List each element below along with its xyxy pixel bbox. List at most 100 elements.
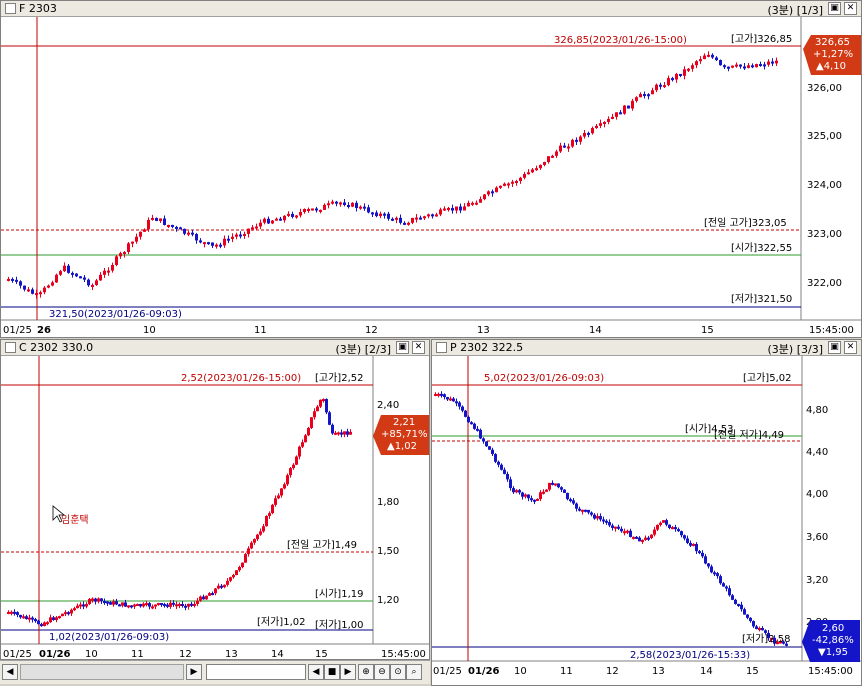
candle	[674, 527, 677, 530]
candle	[220, 585, 223, 588]
zoom-out-icon[interactable]: ⊖	[374, 664, 390, 680]
y-label: 4,40	[806, 447, 828, 458]
candle	[575, 139, 578, 142]
candle	[452, 398, 455, 402]
candle	[623, 105, 626, 114]
candle	[319, 209, 322, 212]
candle	[519, 177, 522, 182]
candle	[587, 509, 590, 513]
candle	[499, 185, 502, 188]
x-label: 13	[477, 325, 490, 336]
candle	[183, 228, 186, 234]
candle	[160, 603, 163, 606]
candle	[527, 494, 530, 499]
candle	[665, 520, 668, 525]
cursor-icon	[52, 505, 66, 523]
candle	[459, 206, 462, 211]
candle	[659, 84, 662, 87]
y-label: 3,60	[806, 532, 828, 543]
candle	[211, 593, 214, 596]
candle	[495, 187, 498, 193]
candle	[523, 174, 526, 178]
close-icon[interactable]: ✕	[844, 2, 857, 15]
candle	[313, 411, 316, 418]
restore-icon[interactable]: ▣	[828, 341, 841, 354]
candle	[755, 626, 758, 630]
candle	[476, 428, 479, 431]
scroll-track[interactable]	[20, 664, 184, 680]
candle	[203, 242, 206, 245]
candle	[713, 572, 716, 575]
candle	[638, 537, 641, 542]
candle	[23, 285, 26, 290]
search-icon[interactable]: ⌕	[406, 664, 422, 680]
candle	[677, 529, 680, 532]
candle	[205, 595, 208, 600]
candle	[307, 209, 310, 212]
candle	[154, 604, 157, 607]
candle	[334, 432, 337, 435]
ref-prev-high: [전일 고가]323,05	[704, 217, 787, 229]
current-price-tag	[803, 35, 861, 75]
candle	[571, 139, 574, 147]
put-chart[interactable]: 5,02(2023/01/26-09:03) 2,58(2023/01/26-1…	[432, 356, 862, 686]
candle	[626, 530, 629, 533]
zoom-in-icon[interactable]: ⊕	[358, 664, 374, 680]
candle	[219, 244, 222, 247]
zoom-reset-icon[interactable]: ⊙	[390, 664, 406, 680]
candle	[124, 602, 127, 607]
candle	[299, 212, 302, 216]
candle	[527, 172, 530, 175]
candle	[584, 509, 587, 512]
candle	[488, 446, 491, 450]
candle	[130, 605, 133, 608]
candle	[286, 475, 289, 485]
candle	[16, 612, 19, 615]
candle	[407, 222, 410, 225]
select-checkbox[interactable]	[436, 342, 447, 353]
candle	[731, 595, 734, 600]
candle	[590, 512, 593, 515]
y-label: 4,00	[806, 489, 828, 500]
candle	[283, 484, 286, 489]
candle	[251, 227, 254, 230]
futures-chart[interactable]: 326,85(2023/01/26-15:00) 321,50(2023/01/…	[1, 17, 862, 338]
candle	[491, 191, 494, 194]
candle	[287, 213, 290, 216]
select-checkbox[interactable]	[5, 3, 16, 14]
close-icon[interactable]: ✕	[412, 341, 425, 354]
call-chart-pane: C 2302 330.0 (3분) [2/3] ▣ ✕ 2,52(2023/01…	[0, 339, 430, 660]
x-label: 12	[606, 666, 619, 677]
candle	[43, 622, 46, 626]
scroll-left-icon[interactable]: ◀	[2, 664, 18, 680]
select-checkbox[interactable]	[5, 342, 16, 353]
play-icon[interactable]: ◀	[308, 664, 324, 680]
futures-titlebar: F 2303 (3분) [1/3] ▣ ✕	[1, 1, 861, 17]
candle	[667, 78, 670, 86]
candle	[307, 427, 310, 436]
candle	[507, 183, 510, 186]
candle	[602, 519, 605, 522]
candle	[716, 573, 719, 577]
play-icon[interactable]: ▶	[340, 664, 356, 680]
candle	[593, 514, 596, 519]
candle	[227, 238, 230, 241]
candle	[142, 603, 145, 607]
candle	[536, 498, 539, 501]
candle	[391, 218, 394, 221]
period-label: (3분)	[767, 4, 794, 17]
range-slider[interactable]	[206, 664, 306, 680]
current-price: 2,60	[822, 623, 844, 634]
candle	[196, 600, 199, 604]
candle	[479, 199, 482, 203]
close-icon[interactable]: ✕	[844, 341, 857, 354]
restore-icon[interactable]: ▣	[396, 341, 409, 354]
scroll-right-icon[interactable]: ▶	[186, 664, 202, 680]
call-chart[interactable]: 2,52(2023/01/26-15:00) 1,02(2023/01/26-0…	[1, 356, 430, 660]
candle	[739, 64, 742, 67]
restore-icon[interactable]: ▣	[828, 2, 841, 15]
stop-icon[interactable]: ■	[324, 664, 340, 680]
candle	[166, 604, 169, 607]
candle	[289, 468, 292, 476]
candle	[749, 617, 752, 622]
